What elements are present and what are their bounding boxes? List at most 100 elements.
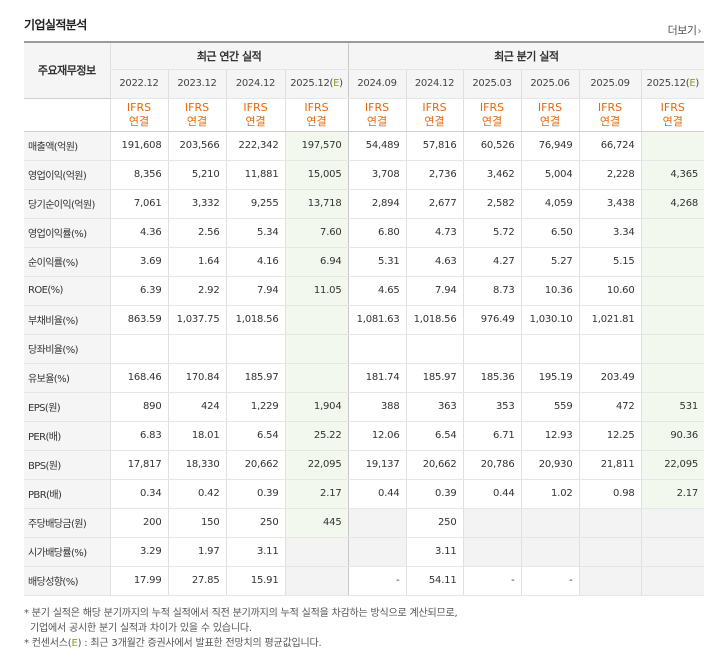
- table-cell: 22,095: [640, 450, 705, 480]
- table-cell: [405, 334, 464, 364]
- table-cell: [640, 131, 705, 161]
- table-row: EPS(원) 890 424 1,229 1,904 388 363 353 559 472 531: [24, 392, 705, 422]
- table-cell: 353: [462, 392, 522, 422]
- table-cell: 10.60: [578, 276, 642, 306]
- table-cell: 2.17: [640, 479, 705, 509]
- table-cell: 1,229: [225, 392, 285, 422]
- period-header-row: 2022.12 2023.12 2024.12 2025.12(E) 2024.09 20…: [24, 69, 705, 99]
- table-cell: 25.22: [284, 421, 349, 451]
- table-cell: [284, 363, 349, 393]
- row-label: 배당성향(%): [24, 566, 110, 596]
- table-cell: 445: [284, 508, 349, 538]
- table-cell: 863.59: [109, 305, 168, 335]
- period-header: 2025.12(E): [640, 69, 705, 99]
- table-cell: 6.50: [520, 218, 580, 248]
- table-cell: 0.39: [405, 479, 464, 509]
- table-cell: [640, 508, 705, 538]
- basis-bottom: 연결: [245, 114, 266, 128]
- table-cell: 222,342: [225, 131, 285, 161]
- table-cell: 2,677: [405, 189, 464, 219]
- table-cell: 4.27: [462, 247, 522, 277]
- table-cell: 5.31: [347, 247, 407, 277]
- table-cell: 57,816: [405, 131, 464, 161]
- period-header: 2025.03: [462, 69, 522, 99]
- table-cell: 20,662: [225, 450, 285, 480]
- table-cell: [520, 508, 580, 538]
- table-cell: 185.97: [225, 363, 285, 393]
- table-cell: 21,811: [578, 450, 642, 480]
- footnote-2-suffix: ) : 최근 3개월간 증권사에서 발표한 전망치의 평균값입니다.: [77, 638, 322, 649]
- table-cell: [347, 508, 407, 538]
- table-cell: 17.99: [109, 566, 168, 596]
- table-cell: 472: [578, 392, 642, 422]
- table-cell: 20,930: [520, 450, 580, 480]
- table-cell: 1,018.56: [405, 305, 464, 335]
- table-cell: 1.02: [520, 479, 580, 509]
- row-label: ROE(%): [24, 276, 110, 306]
- table-cell: 2.17: [284, 479, 349, 509]
- table-cell: [284, 537, 349, 567]
- estimate-marker: E: [333, 78, 340, 89]
- table-cell: 3.34: [578, 218, 642, 248]
- row-label: EPS(원): [24, 392, 110, 422]
- basis-top: IFRS: [660, 100, 685, 114]
- table-cell: [109, 334, 168, 364]
- row-label: 영업이익률(%): [24, 218, 110, 248]
- table-cell: 1,904: [284, 392, 349, 422]
- table-row: 영업이익(억원) 8,356 5,210 11,881 15,005 3,708 2,736…: [24, 160, 705, 190]
- table-cell: [640, 247, 705, 277]
- table-cell: 181.74: [347, 363, 407, 393]
- table-cell: 7.60: [284, 218, 349, 248]
- table-cell: 185.36: [462, 363, 522, 393]
- table-cell: 10.36: [520, 276, 580, 306]
- table-cell: 1,021.81: [578, 305, 642, 335]
- table-cell: 2.92: [167, 276, 226, 306]
- table-cell: 5.34: [225, 218, 285, 248]
- table-cell: 7.94: [225, 276, 285, 306]
- basis-header: IFRS 연결: [462, 98, 522, 132]
- table-cell: 12.25: [578, 421, 642, 451]
- table-cell: 2,894: [347, 189, 407, 219]
- table-cell: [640, 537, 705, 567]
- row-label: 당좌비율(%): [24, 334, 110, 364]
- basis-header: IFRS 연결: [347, 98, 407, 132]
- table-cell: 13,718: [284, 189, 349, 219]
- basis-bottom: 연결: [539, 114, 561, 128]
- table-cell: 4,268: [640, 189, 705, 219]
- table-cell: 4.63: [405, 247, 464, 277]
- table-row: PBR(배) 0.34 0.42 0.39 2.17 0.44 0.39 0.44 1.02 0.…: [24, 479, 705, 509]
- row-label: 유보율(%): [24, 363, 110, 393]
- table-cell: 559: [520, 392, 580, 422]
- header-group-row: 주요재무정보 최근 연간 실적 최근 분기 실적: [24, 41, 705, 99]
- table-cell: 1.64: [167, 247, 226, 277]
- table-cell: 4.65: [347, 276, 407, 306]
- table-cell: 12.06: [347, 421, 407, 451]
- footnote-2: * 컨센서스(E) : 최근 3개월간 증권사에서 발표한 전망치의 평균값입니…: [24, 636, 458, 651]
- row-label: 당기순이익(억원): [24, 189, 110, 219]
- footnote-2-em: E: [71, 638, 78, 649]
- basis-header: IFRS 연결: [284, 98, 349, 132]
- table-cell: [167, 334, 226, 364]
- table-cell: 203,566: [167, 131, 226, 161]
- table-cell: 250: [405, 508, 464, 538]
- period-header: 2025.09: [578, 69, 642, 99]
- table-cell: [640, 334, 705, 364]
- row-label: BPS(원): [24, 450, 110, 480]
- more-link[interactable]: 더보기›: [668, 22, 702, 38]
- table-cell: 0.34: [109, 479, 168, 509]
- row-label: 주당배당금(원): [24, 508, 110, 538]
- estimate-marker: E: [689, 78, 696, 89]
- table-cell: [347, 537, 407, 567]
- table-cell: [225, 334, 285, 364]
- table-cell: 250: [225, 508, 285, 538]
- table-cell: 15.91: [225, 566, 285, 596]
- table-cell: 890: [109, 392, 168, 422]
- table-cell: 7.94: [405, 276, 464, 306]
- table-cell: [520, 334, 580, 364]
- basis-header: IFRS 연결: [225, 98, 285, 132]
- table-cell: 8.73: [462, 276, 522, 306]
- footnote-1-cont: 기업에서 공시한 분기 실적과 차이가 있을 수 있습니다.: [30, 623, 252, 634]
- table-cell: 6.80: [347, 218, 407, 248]
- table-cell: 18,330: [167, 450, 226, 480]
- table-cell: 388: [347, 392, 407, 422]
